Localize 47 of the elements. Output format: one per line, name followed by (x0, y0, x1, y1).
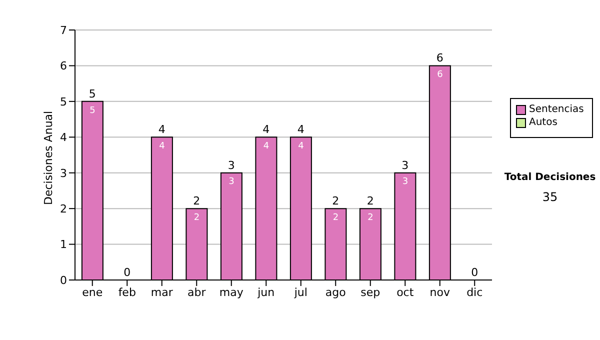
total-label: 0 (124, 266, 131, 279)
total-label: 2 (366, 194, 374, 208)
y-tick-label: 6 (60, 60, 67, 73)
total-label: 2 (193, 194, 200, 208)
total-label: 2 (332, 194, 340, 208)
data-label: 4 (263, 142, 270, 152)
total-label: 0 (471, 266, 478, 279)
data-label: 4 (159, 142, 166, 152)
y-tick-label: 0 (60, 274, 67, 287)
y-tick-label: 2 (60, 202, 67, 216)
x-tick-label: jul (293, 286, 308, 299)
total-label: 3 (228, 158, 235, 172)
x-tick-label: dic (466, 286, 483, 299)
data-label: 4 (298, 142, 304, 152)
text: 35 (541, 190, 559, 204)
y-tick-label: 1 (60, 238, 67, 252)
data-label: 3 (228, 177, 234, 188)
y-tick-label: 7 (60, 24, 67, 37)
x-tick-label: sep (360, 286, 380, 299)
x-tick-label: oct (396, 286, 414, 299)
data-label: 2 (194, 212, 200, 223)
x-tick-label: may (219, 286, 244, 299)
text: Total Decisiones (503, 172, 597, 183)
x-tick-label: jun (256, 286, 275, 299)
x-tick-label: feb (118, 286, 136, 299)
data-label: 5 (90, 106, 96, 116)
x-tick-label: nov (430, 286, 450, 299)
y-tick-label: 5 (60, 95, 67, 108)
total-label: 4 (158, 123, 166, 136)
x-tick-label: ago (325, 286, 346, 299)
legend-label: Autos (529, 116, 558, 129)
data-label: 2 (368, 212, 374, 223)
total-label: 5 (88, 87, 96, 100)
data-label: 2 (332, 212, 339, 223)
x-tick-label: abr (188, 286, 206, 299)
y-tick-label: 3 (60, 166, 67, 180)
x-tick-label: ene (82, 286, 103, 299)
y-tick-label: 4 (60, 131, 67, 144)
legend-label: Sentencias (529, 103, 584, 116)
data-label: 6 (437, 70, 444, 80)
total-label: 4 (262, 123, 270, 136)
total-label: 3 (402, 158, 409, 172)
y-axis-title: Decisiones Anual (42, 110, 55, 205)
x-tick-label: mar (150, 286, 174, 299)
total-label: 6 (436, 52, 444, 65)
total-label: 4 (297, 123, 304, 136)
data-label: 3 (402, 177, 408, 188)
